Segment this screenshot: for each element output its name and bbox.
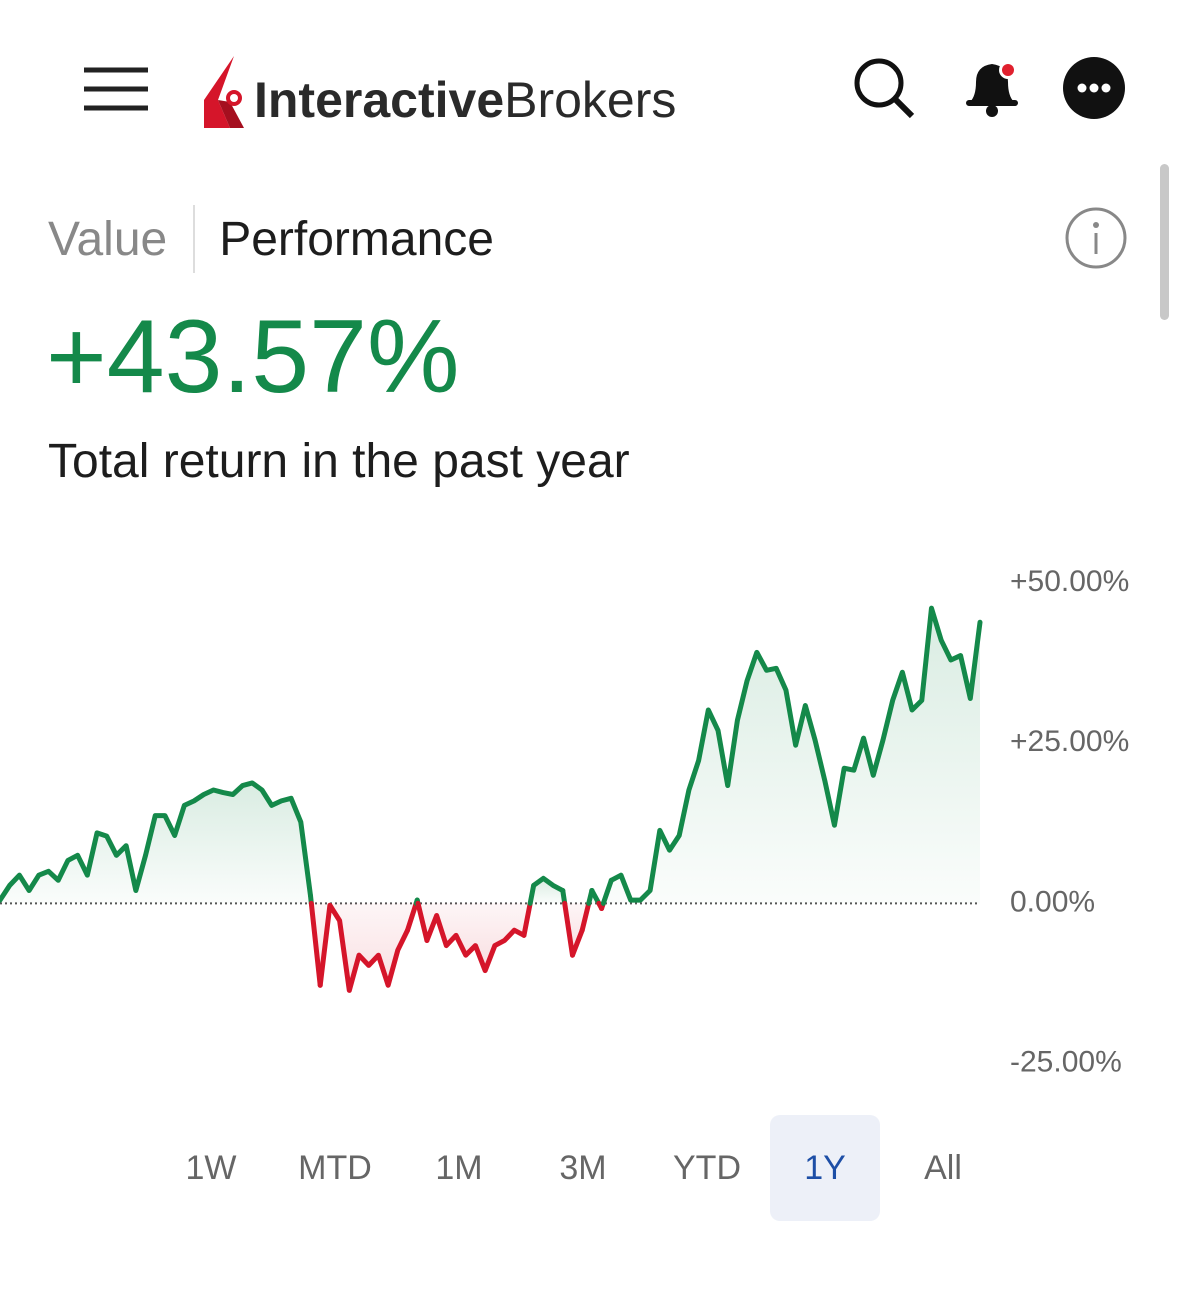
line-layer xyxy=(0,605,983,993)
line-connector xyxy=(579,900,592,933)
logo[interactable]: Interactive Brokers xyxy=(200,52,676,130)
return-line xyxy=(531,875,566,894)
line-connector xyxy=(308,900,323,988)
logo-bold: Interactive xyxy=(254,72,505,128)
return-line xyxy=(569,927,585,958)
range-button[interactable]: MTD xyxy=(298,1149,372,1187)
range-button[interactable]: 1M xyxy=(435,1149,483,1187)
area-fill xyxy=(417,903,531,971)
view-tab[interactable]: Performance xyxy=(219,212,494,266)
line-connector xyxy=(405,900,419,933)
tab-separator xyxy=(193,205,196,273)
line-connector xyxy=(521,900,533,938)
y-tick-label: +25.00% xyxy=(1010,725,1129,758)
area-fill xyxy=(0,782,312,904)
search-button[interactable] xyxy=(852,56,916,120)
logo-mark xyxy=(204,56,244,128)
view-tab[interactable]: Value xyxy=(48,212,168,266)
view-tabs: Value Performance xyxy=(48,205,520,273)
total-return: +43.57% xyxy=(46,299,460,415)
logo-regular: Brokers xyxy=(504,72,677,128)
line-connector xyxy=(527,882,537,906)
return-line xyxy=(424,912,527,974)
range-button[interactable]: All xyxy=(924,1149,962,1187)
y-tick-label: +50.00% xyxy=(1010,565,1129,598)
scrollbar xyxy=(1160,164,1169,320)
return-line xyxy=(608,605,983,903)
notifications-button[interactable] xyxy=(962,56,1022,120)
line-connector xyxy=(562,900,575,958)
area-fill xyxy=(311,903,417,991)
return-line xyxy=(317,902,411,993)
return-caption: Total return in the past year xyxy=(48,435,630,488)
y-tick-label: 0.00% xyxy=(1010,885,1095,918)
return-line xyxy=(0,780,313,903)
range-button[interactable]: 1W xyxy=(185,1149,237,1187)
range-button[interactable]: 3M xyxy=(559,1149,607,1187)
area-fill xyxy=(603,608,980,904)
y-tick-label: -25.00% xyxy=(1010,1045,1122,1078)
info-button[interactable] xyxy=(1064,206,1128,270)
menu-button[interactable] xyxy=(80,64,152,114)
range-button[interactable]: 1Y xyxy=(770,1115,880,1221)
area-layer xyxy=(0,608,980,991)
range-selector: 1W MTD 1M 3M YTD 1Y All xyxy=(150,1115,1006,1221)
line-connector xyxy=(600,877,614,906)
range-button[interactable]: YTD xyxy=(673,1149,741,1187)
line-connector xyxy=(415,900,430,943)
more-button[interactable] xyxy=(1062,56,1126,120)
